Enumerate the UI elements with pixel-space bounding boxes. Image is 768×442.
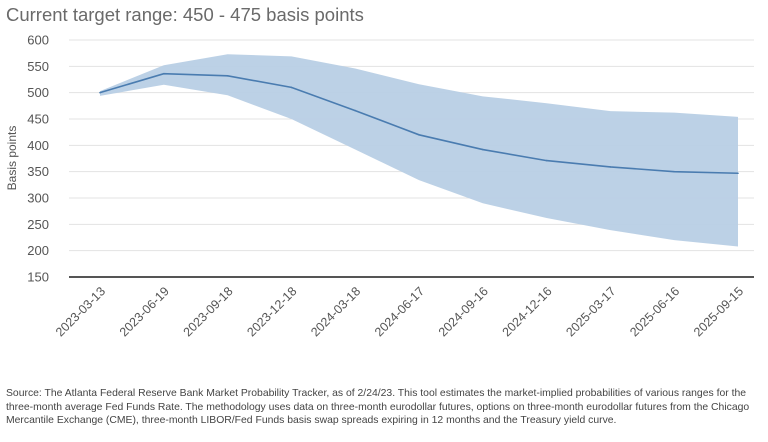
chart: 150 200 250 300 350 400 450 500 550 600 2023-03-1… xyxy=(5,33,754,339)
x-tick-label: 2024-06-17 xyxy=(372,284,427,339)
x-tick-label: 2024-09-16 xyxy=(436,284,491,339)
x-tick-label: 2023-12-18 xyxy=(244,284,299,339)
x-tick-label: 2025-09-15 xyxy=(691,284,746,339)
median-point xyxy=(226,75,229,77)
chart-title: Current target range: 450 - 475 basis po… xyxy=(6,4,364,25)
median-point xyxy=(609,166,612,168)
y-axis-label: Basis points xyxy=(5,126,19,191)
y-tick-label: 450 xyxy=(27,112,49,127)
probability-range-band xyxy=(100,54,738,247)
y-tick-label: 350 xyxy=(27,164,49,179)
y-tick-labels: 150 200 250 300 350 400 450 500 550 600 xyxy=(27,33,49,285)
range-band-group xyxy=(100,54,738,247)
median-point xyxy=(99,91,101,94)
median-point xyxy=(163,72,165,75)
x-tick-labels: 2023-03-13 2023-06-19 2023-09-18 2023-12-18… xyxy=(53,284,746,339)
x-tick-label: 2024-03-18 xyxy=(308,284,363,339)
source-footnote: Source: The Atlanta Federal Reserve Bank… xyxy=(6,388,750,427)
y-tick-label: 250 xyxy=(27,217,49,232)
median-point xyxy=(482,148,484,151)
y-tick-label: 600 xyxy=(27,33,49,48)
median-point xyxy=(418,134,420,136)
x-tick-label: 2023-06-19 xyxy=(117,284,172,339)
median-point xyxy=(673,170,675,173)
x-tick-label: 2025-03-17 xyxy=(563,284,618,339)
x-tick-label: 2024-12-16 xyxy=(500,284,555,339)
y-tick-label: 200 xyxy=(27,243,49,258)
x-tick-label: 2023-09-18 xyxy=(181,284,236,339)
median-line-group xyxy=(99,72,739,175)
median-point xyxy=(545,159,548,162)
median-point xyxy=(290,86,293,89)
y-tick-label: 550 xyxy=(27,59,49,74)
y-tick-label: 150 xyxy=(27,270,49,285)
median-point xyxy=(354,109,357,112)
x-tick-label: 2023-03-13 xyxy=(53,284,108,339)
x-tick-label: 2025-06-16 xyxy=(627,284,682,339)
y-tick-label: 400 xyxy=(27,138,49,153)
y-tick-label: 500 xyxy=(27,85,49,100)
median-point xyxy=(737,172,739,175)
y-tick-label: 300 xyxy=(27,191,49,206)
